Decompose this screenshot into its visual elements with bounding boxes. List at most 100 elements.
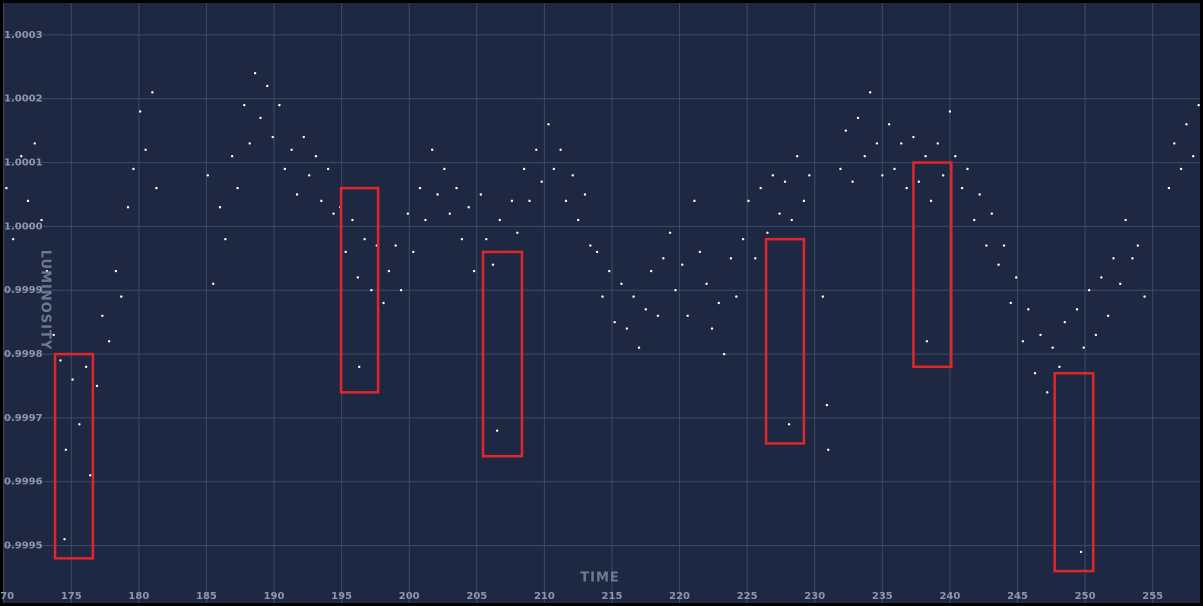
data-point bbox=[802, 199, 806, 203]
labels: 170 175 180 185 190 195 200 205 210 215 220 225 230 2… bbox=[0, 30, 1163, 602]
data-point bbox=[101, 314, 104, 317]
data-point bbox=[491, 263, 495, 266]
data-point bbox=[960, 186, 964, 190]
data-point bbox=[144, 148, 147, 152]
data-point bbox=[827, 448, 830, 452]
data-point bbox=[1027, 308, 1030, 311]
data-point bbox=[1179, 167, 1183, 171]
data-point bbox=[485, 237, 488, 241]
data-point bbox=[472, 269, 476, 273]
data-point bbox=[686, 314, 689, 317]
y-tick-label: 0.9995 bbox=[4, 541, 43, 552]
data-point bbox=[766, 231, 769, 234]
highlight-box bbox=[53, 352, 95, 560]
data-point bbox=[412, 250, 415, 254]
data-point bbox=[1197, 103, 1200, 107]
data-point bbox=[1075, 308, 1079, 311]
data-point bbox=[881, 174, 884, 177]
data-point bbox=[1094, 333, 1098, 337]
data-point bbox=[382, 301, 385, 305]
data-point bbox=[1082, 346, 1085, 349]
data-point bbox=[259, 116, 262, 120]
data-point bbox=[218, 206, 222, 209]
data-point bbox=[295, 193, 299, 196]
data-point bbox=[424, 218, 427, 222]
data-point bbox=[717, 301, 720, 305]
data-point bbox=[905, 186, 908, 190]
data-point bbox=[151, 91, 154, 94]
data-point bbox=[917, 180, 921, 183]
data-point bbox=[1167, 186, 1171, 190]
data-point bbox=[430, 148, 434, 152]
data-point bbox=[248, 142, 251, 145]
data-point bbox=[844, 129, 848, 132]
data-point bbox=[1046, 391, 1049, 394]
x-tick-label: 195 bbox=[331, 591, 352, 602]
highlight-box bbox=[764, 237, 806, 445]
data-point bbox=[230, 154, 234, 158]
y-tick-label: 0.9996 bbox=[4, 477, 43, 488]
data-point bbox=[875, 142, 879, 145]
data-point bbox=[552, 167, 556, 171]
data-point bbox=[1143, 295, 1146, 298]
y-tick-label: 1.0003 bbox=[4, 30, 43, 41]
data-point bbox=[668, 231, 672, 234]
data-point bbox=[759, 186, 762, 190]
data-point bbox=[528, 199, 531, 203]
x-tick-label: 200 bbox=[399, 591, 420, 602]
data-point bbox=[302, 135, 305, 139]
data-point bbox=[495, 429, 499, 432]
data-point bbox=[88, 474, 92, 477]
data-point bbox=[351, 218, 354, 222]
data-point bbox=[564, 199, 568, 203]
data-point bbox=[722, 352, 726, 356]
x-tick-label: 220 bbox=[669, 591, 690, 602]
data-point bbox=[863, 154, 866, 158]
x-tick-label: 205 bbox=[466, 591, 487, 602]
data-point bbox=[399, 289, 403, 292]
data-point bbox=[613, 320, 616, 324]
data-point bbox=[583, 193, 587, 196]
data-point bbox=[33, 142, 36, 145]
data-point bbox=[314, 154, 318, 158]
data-point bbox=[637, 346, 641, 349]
data-point bbox=[747, 199, 750, 203]
data-point bbox=[71, 378, 74, 381]
plot-area bbox=[3, 3, 1200, 603]
data-point bbox=[1009, 301, 1012, 305]
data-point bbox=[266, 84, 269, 88]
data-point bbox=[1136, 244, 1140, 247]
data-point bbox=[290, 148, 293, 152]
data-point bbox=[978, 193, 981, 196]
data-point bbox=[783, 180, 787, 183]
data-point bbox=[887, 123, 891, 126]
data-point bbox=[656, 314, 660, 317]
x-tick-label: 250 bbox=[1075, 591, 1096, 602]
data-point bbox=[40, 218, 43, 222]
data-point bbox=[839, 167, 842, 171]
y-tick-label: 0.9998 bbox=[4, 349, 43, 360]
data-point bbox=[973, 218, 976, 222]
y-tick-label: 1.0000 bbox=[4, 221, 43, 232]
data-point bbox=[735, 295, 738, 298]
data-point bbox=[278, 103, 281, 107]
x-tick-label: 245 bbox=[1007, 591, 1028, 602]
data-point bbox=[900, 142, 903, 145]
data-point bbox=[535, 148, 538, 152]
data-point bbox=[924, 154, 927, 158]
data-point bbox=[821, 295, 825, 298]
x-tick-label: 210 bbox=[534, 591, 555, 602]
data-point bbox=[936, 142, 939, 145]
data-point bbox=[674, 289, 677, 292]
x-tick-label: 185 bbox=[196, 591, 217, 602]
data-point bbox=[460, 237, 464, 241]
data-point bbox=[754, 257, 757, 260]
data-point bbox=[620, 282, 623, 286]
y-tick-label: 0.9999 bbox=[4, 285, 43, 296]
data-point bbox=[929, 199, 933, 203]
data-point bbox=[5, 186, 8, 190]
data-point bbox=[307, 174, 311, 177]
data-point bbox=[729, 257, 733, 260]
x-tick-label: 240 bbox=[939, 591, 960, 602]
